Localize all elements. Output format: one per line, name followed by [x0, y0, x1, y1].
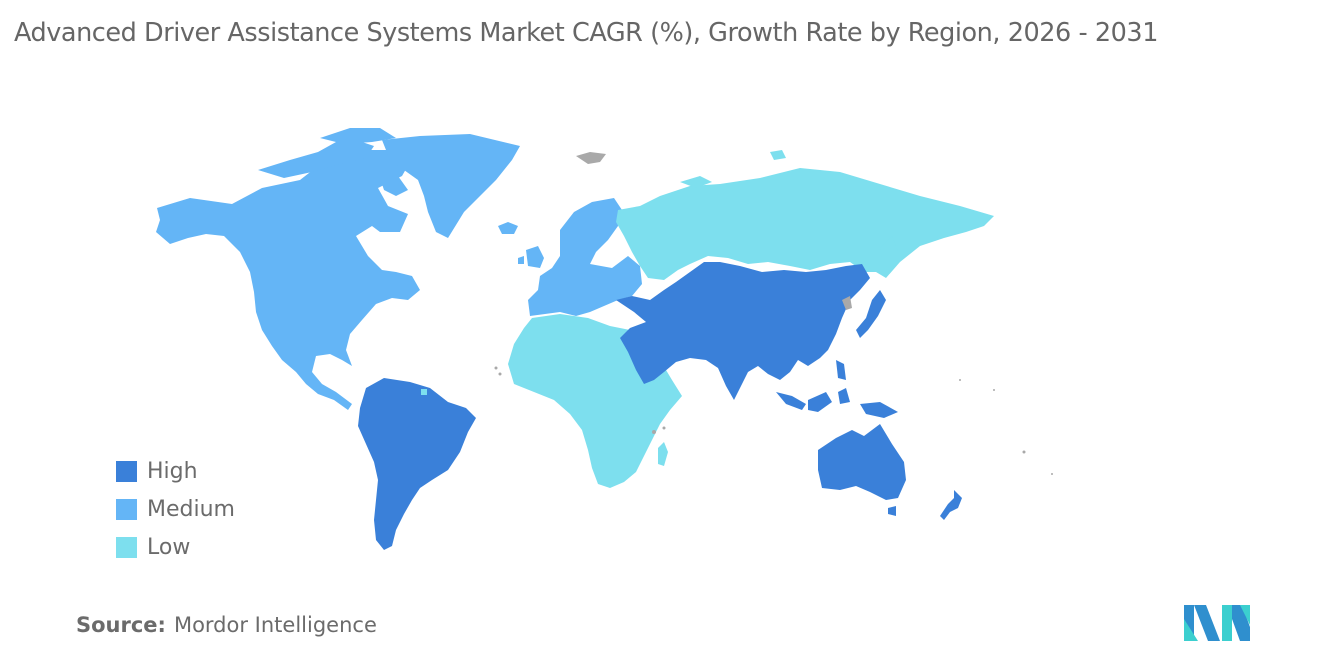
source-value: Mordor Intelligence [173, 613, 377, 637]
legend-label: Medium [147, 496, 235, 522]
chart-title: Advanced Driver Assistance Systems Marke… [14, 18, 1158, 48]
legend: High Medium Low [116, 452, 235, 566]
region-oceania [818, 424, 962, 520]
legend-swatch-medium [116, 498, 137, 520]
region-french-guiana [421, 389, 427, 395]
region-asia [616, 262, 898, 418]
legend-swatch-high [116, 460, 137, 482]
legend-label: Low [147, 534, 191, 560]
region-europe [518, 198, 642, 316]
legend-swatch-low [116, 536, 137, 558]
region-north-america [156, 128, 520, 410]
legend-item-high: High [116, 452, 235, 490]
region-no-data [494, 152, 1053, 475]
legend-label: High [147, 458, 198, 484]
region-south-america [358, 378, 476, 550]
legend-item-medium: Medium [116, 490, 235, 528]
source-label: Source: [76, 613, 166, 637]
source-note: Source: Mordor Intelligence [76, 613, 377, 637]
legend-item-low: Low [116, 528, 235, 566]
mordor-intelligence-logo-icon [1184, 605, 1250, 641]
region-russia [616, 150, 994, 280]
